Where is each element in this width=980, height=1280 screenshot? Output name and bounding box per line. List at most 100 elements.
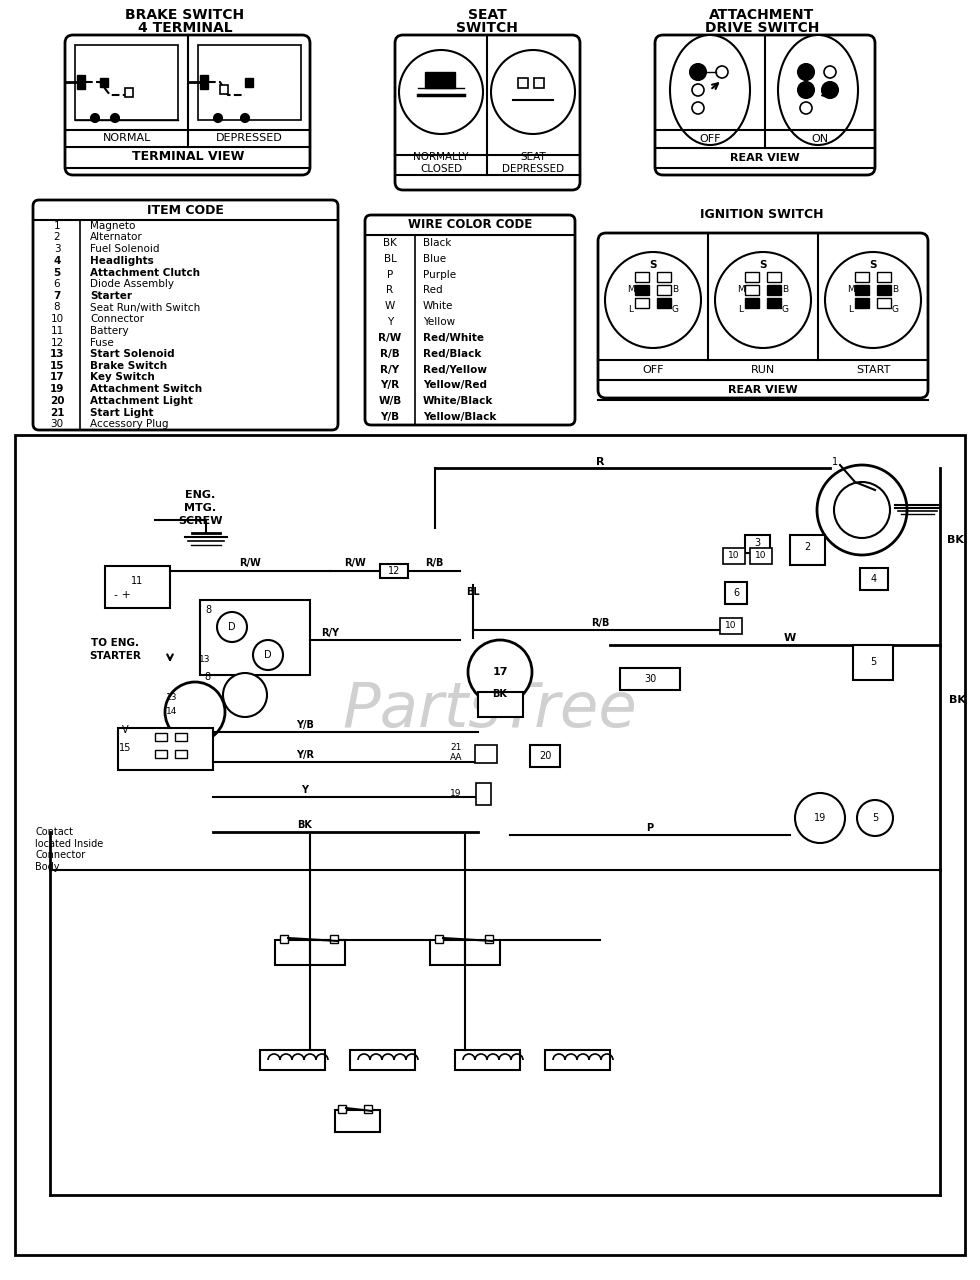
Text: Red/Black: Red/Black xyxy=(423,348,481,358)
FancyBboxPatch shape xyxy=(365,215,575,425)
Circle shape xyxy=(834,483,890,538)
Text: Fuel Solenoid: Fuel Solenoid xyxy=(90,244,160,255)
Text: BK: BK xyxy=(949,695,965,705)
Bar xyxy=(790,535,825,564)
Text: - +: - + xyxy=(114,590,130,600)
Bar xyxy=(105,566,170,608)
Bar xyxy=(767,285,781,294)
Text: W: W xyxy=(385,301,395,311)
Text: B: B xyxy=(782,285,788,294)
Circle shape xyxy=(605,252,701,348)
Bar xyxy=(530,745,560,767)
Text: 3: 3 xyxy=(754,538,760,548)
Text: 1: 1 xyxy=(54,221,61,230)
Text: Connector: Connector xyxy=(90,314,144,324)
Text: Accessory Plug: Accessory Plug xyxy=(90,419,169,429)
Circle shape xyxy=(217,612,247,643)
Bar xyxy=(155,750,167,758)
Text: 6: 6 xyxy=(54,279,61,289)
Text: S: S xyxy=(760,260,766,270)
Bar xyxy=(175,733,187,741)
Text: Y/B: Y/B xyxy=(380,412,400,422)
Circle shape xyxy=(111,114,119,122)
Text: 8: 8 xyxy=(205,605,211,614)
Bar xyxy=(200,76,208,90)
Text: RUN: RUN xyxy=(751,365,775,375)
Text: AA: AA xyxy=(450,754,463,763)
Text: OFF: OFF xyxy=(642,365,663,375)
Text: Y/B: Y/B xyxy=(296,719,314,730)
Bar xyxy=(545,1050,610,1070)
Text: 5: 5 xyxy=(870,657,876,667)
Bar xyxy=(430,940,500,965)
Bar xyxy=(198,45,301,120)
Bar xyxy=(220,84,228,93)
Circle shape xyxy=(399,50,483,134)
Text: BK: BK xyxy=(947,535,963,545)
Text: G: G xyxy=(892,306,899,315)
Bar xyxy=(855,298,869,308)
Text: ATTACHMENT: ATTACHMENT xyxy=(710,8,814,22)
Text: STARTER: STARTER xyxy=(89,652,141,660)
Bar xyxy=(853,645,893,680)
Text: G: G xyxy=(781,306,789,315)
FancyBboxPatch shape xyxy=(33,200,338,430)
Text: 14: 14 xyxy=(167,708,177,717)
FancyBboxPatch shape xyxy=(395,35,580,189)
Bar xyxy=(877,271,891,282)
Text: SEAT
DEPRESSED: SEAT DEPRESSED xyxy=(502,152,564,174)
Text: 12: 12 xyxy=(388,566,400,576)
Bar xyxy=(364,1105,372,1114)
Text: BL: BL xyxy=(383,253,397,264)
Text: P: P xyxy=(647,823,654,833)
Bar xyxy=(338,1105,346,1114)
Bar xyxy=(475,745,497,763)
Text: 1: 1 xyxy=(832,457,838,467)
Bar xyxy=(245,78,253,87)
Bar xyxy=(877,285,891,294)
Text: R/W: R/W xyxy=(344,558,366,568)
Bar xyxy=(15,435,965,1254)
Bar xyxy=(745,298,759,308)
Text: 21: 21 xyxy=(50,407,65,417)
Text: 11: 11 xyxy=(131,576,143,586)
Text: D: D xyxy=(265,650,271,660)
Text: Yellow: Yellow xyxy=(423,317,455,328)
Bar xyxy=(657,271,671,282)
Circle shape xyxy=(690,64,706,79)
Text: BK: BK xyxy=(298,820,313,829)
Text: MTG.: MTG. xyxy=(184,503,216,513)
Text: WIRE COLOR CODE: WIRE COLOR CODE xyxy=(408,219,532,232)
Text: R/Y: R/Y xyxy=(321,628,339,637)
Bar xyxy=(478,692,523,717)
Text: NORMAL: NORMAL xyxy=(103,133,151,143)
Bar xyxy=(335,1110,380,1132)
Circle shape xyxy=(798,82,814,99)
Bar xyxy=(75,45,178,120)
Text: Blue: Blue xyxy=(423,253,446,264)
Bar xyxy=(155,733,167,741)
Text: DRIVE SWITCH: DRIVE SWITCH xyxy=(705,20,819,35)
Text: BRAKE SWITCH: BRAKE SWITCH xyxy=(125,8,245,22)
Text: PartsTree: PartsTree xyxy=(343,680,637,740)
Text: R/B: R/B xyxy=(380,348,400,358)
Text: Attachment Switch: Attachment Switch xyxy=(90,384,202,394)
Bar xyxy=(350,1050,415,1070)
Bar xyxy=(425,72,455,88)
Text: 15: 15 xyxy=(119,742,131,753)
Text: ON: ON xyxy=(811,134,828,143)
Bar xyxy=(745,271,759,282)
Text: 2: 2 xyxy=(54,233,61,242)
Text: 10: 10 xyxy=(728,552,740,561)
Text: S: S xyxy=(869,260,877,270)
Text: S: S xyxy=(650,260,657,270)
Text: NORMALLY
CLOSED: NORMALLY CLOSED xyxy=(414,152,468,174)
Text: Alternator: Alternator xyxy=(90,233,143,242)
Bar xyxy=(260,1050,325,1070)
Text: 13: 13 xyxy=(167,692,177,701)
Text: Start Solenoid: Start Solenoid xyxy=(90,349,174,360)
Text: W/B: W/B xyxy=(378,397,402,406)
Text: 8: 8 xyxy=(54,302,61,312)
Text: SCREW: SCREW xyxy=(177,516,222,526)
Text: BL: BL xyxy=(466,588,480,596)
